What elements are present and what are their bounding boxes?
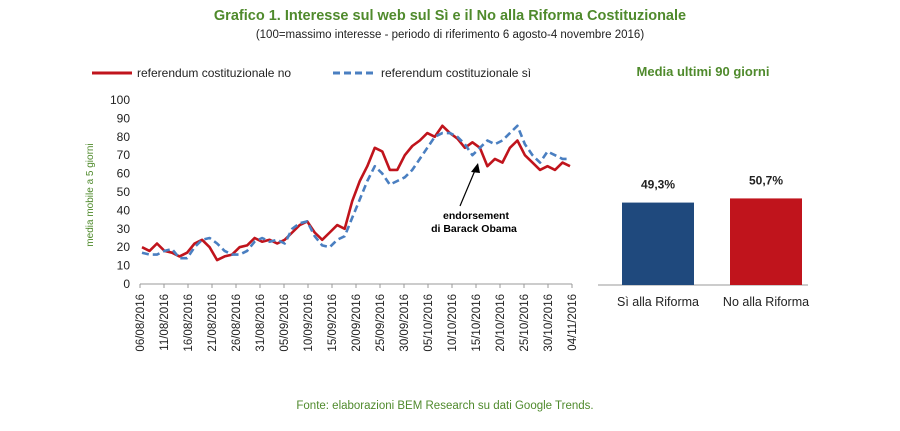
x-tick-label: 21/08/2016 [207,294,219,352]
line-legend: referendum costituzionale no referendum … [92,66,531,80]
x-tick-label: 06/08/2016 [135,294,147,352]
y-tick-label: 20 [117,240,131,254]
x-tick-label: 16/08/2016 [183,294,195,352]
source-note: Fonte: elaborazioni BEM Research su dati… [296,400,594,412]
x-tick-label: 05/09/2016 [279,294,291,352]
bar-value-label: 50,7% [749,173,783,187]
x-tick-label: 05/10/2016 [423,294,435,352]
y-tick-label: 70 [117,148,131,162]
series-line-si [141,124,570,260]
annotation-text-line1: endorsement [443,210,509,222]
y-tick-label: 60 [117,167,131,181]
x-tick-label: 20/10/2016 [495,294,507,352]
x-tick-label: 26/08/2016 [231,294,243,352]
x-tick-label: 11/08/2016 [159,294,171,351]
chart-title: Grafico 1. Interesse sul web sul Sì e il… [213,8,687,24]
x-tick-label: 04/11/2016 [567,294,579,351]
y-tick-label: 50 [117,185,131,199]
annotation-obama: endorsement di Barack Obama [431,163,517,235]
y-tick-label: 40 [117,203,131,217]
x-tick-label: 15/09/2016 [327,294,339,352]
chart-subtitle: (100=massimo interesse - periodo di rife… [255,29,645,41]
bar-no [730,198,802,285]
y-axis-label: media mobile a 5 giorni [85,143,96,246]
series-line-no [141,124,571,262]
y-tick-label: 100 [110,93,130,107]
x-tick-label: 30/10/2016 [543,294,555,352]
bar-category-label: No alla Riforma [723,295,809,309]
x-tick-label: 31/08/2016 [255,294,267,352]
x-tick-label: 10/10/2016 [447,294,459,352]
bar-category-label: Sì alla Riforma [617,295,699,309]
x-tick-label: 10/09/2016 [303,294,315,352]
bar-chart-title: Media ultimi 90 giorni [637,64,770,79]
x-tick-label: 25/10/2016 [519,294,531,352]
y-tick-label: 10 [117,259,131,273]
x-tick-label: 15/10/2016 [471,294,483,352]
legend-label-no: referendum costituzionale no [137,66,291,80]
y-tick-label: 80 [117,130,131,144]
y-tick-label: 0 [123,277,130,291]
x-tick-label: 25/09/2016 [375,294,387,352]
bar-si [622,202,694,285]
x-tick-label: 20/09/2016 [351,294,363,352]
annotation-text-line2: di Barack Obama [431,223,517,235]
x-tick-label: 30/09/2016 [399,294,411,352]
bar-value-label: 49,3% [641,178,675,192]
y-tick-label: 90 [117,111,131,125]
y-tick-label: 30 [117,222,131,236]
legend-label-si: referendum costituzionale sì [381,66,531,80]
